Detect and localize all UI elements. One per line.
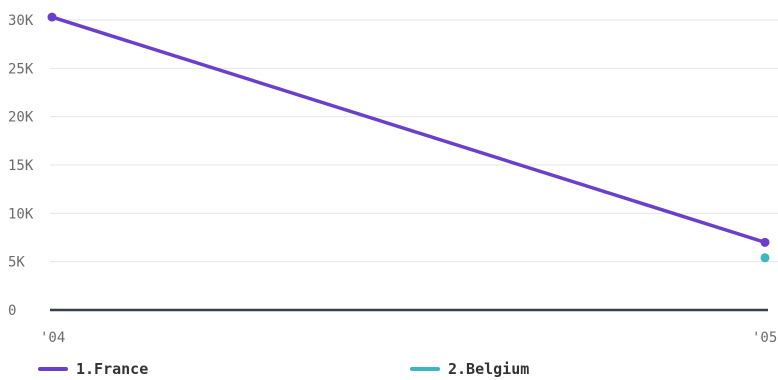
y-tick-label: 30K: [8, 13, 34, 29]
legend-label-france: 1.France: [76, 360, 149, 378]
data-point[interactable]: [47, 12, 57, 22]
legend-swatch-belgium: [410, 367, 440, 371]
y-tick-label: 10K: [8, 206, 34, 222]
series-line-0: [50, 15, 767, 245]
y-tick-label: 0: [8, 303, 16, 319]
legend-item-belgium[interactable]: 2.Belgium: [410, 360, 529, 378]
legend-swatch-france: [38, 367, 68, 371]
data-point[interactable]: [760, 237, 770, 247]
y-tick-label: 20K: [8, 110, 34, 126]
gridlines: [50, 19, 778, 263]
y-tick-label: 25K: [8, 61, 34, 77]
y-axis-ticks: 0 5K 10K 15K 20K 25K 30K: [8, 13, 34, 319]
data-point[interactable]: [760, 253, 770, 263]
x-tick-label: '04: [40, 330, 65, 345]
line-chart: 0 5K 10K 15K 20K 25K 30K '04 '05: [8, 12, 778, 345]
y-tick-label: 5K: [8, 255, 25, 271]
x-axis-ticks: '04 '05: [40, 330, 777, 345]
legend-item-france[interactable]: 1.France: [38, 360, 148, 378]
legend: 1.France 2.Belgium: [0, 352, 778, 380]
series-layer: [47, 12, 770, 263]
legend-label-belgium: 2.Belgium: [448, 360, 530, 378]
x-tick-label: '05: [752, 330, 777, 345]
y-tick-label: 15K: [8, 158, 34, 174]
